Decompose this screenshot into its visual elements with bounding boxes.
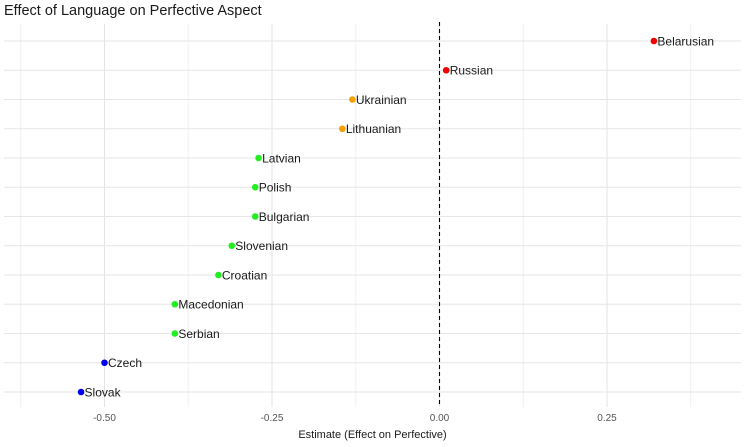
point-macedonian (171, 300, 179, 308)
point-label-belarusian: Belarusian (657, 34, 714, 48)
point-label-latvian: Latvian (262, 151, 301, 165)
point-latvian (255, 154, 262, 162)
point-serbian (171, 330, 179, 337)
point-czech (101, 359, 108, 367)
point-ukrainian (349, 96, 356, 103)
point-label-polish: Polish (259, 181, 292, 195)
point-label-slovenian: Slovenian (235, 239, 288, 253)
point-slovenian (228, 242, 236, 250)
point-label-lithuanian: Lithuanian (346, 122, 401, 136)
point-polish (251, 183, 259, 191)
point-label-croatian: Croatian (222, 268, 267, 282)
point-label-serbian: Serbian (178, 327, 219, 341)
point-label-macedonian: Macedonian (178, 298, 243, 312)
point-label-russian: Russian (450, 64, 493, 78)
x-tick-label: 0.25 (597, 413, 617, 424)
point-russian (442, 66, 450, 74)
chart-title: Effect of Language on Perfective Aspect (4, 3, 262, 19)
x-axis-title: Estimate (Effect on Perfective) (298, 429, 446, 441)
point-label-bulgarian: Bulgarian (259, 210, 310, 224)
point-label-slovak: Slovak (85, 385, 122, 399)
point-bulgarian (251, 213, 259, 220)
point-croatian (215, 271, 222, 279)
point-label-czech: Czech (108, 356, 142, 370)
point-label-ukrainian: Ukrainian (356, 93, 407, 107)
point-lithuanian (339, 125, 346, 133)
point-slovak (77, 388, 85, 396)
x-tick-label: -0.50 (93, 413, 116, 424)
x-tick-label: -0.25 (261, 413, 284, 424)
x-tick-label: 0.00 (430, 413, 450, 424)
point-belarusian (650, 37, 658, 45)
